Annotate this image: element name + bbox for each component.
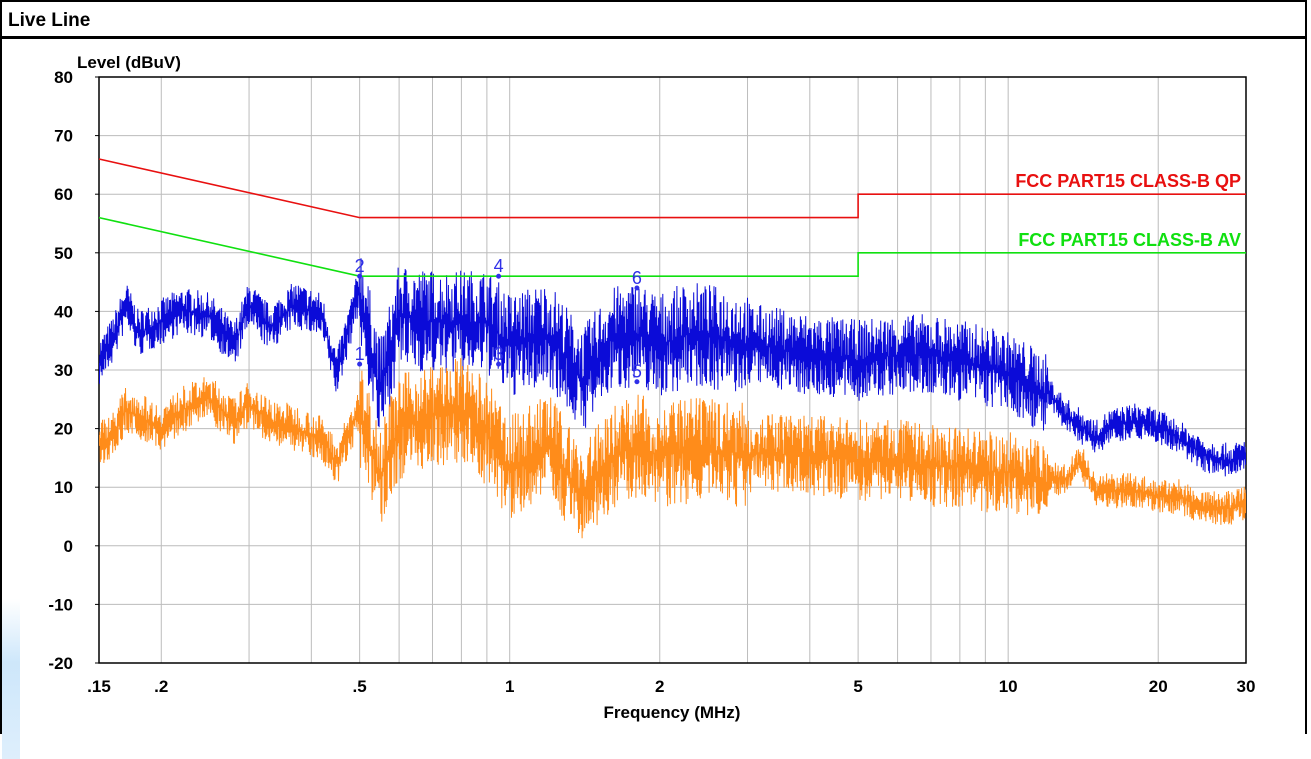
y-tick-label: 0	[64, 537, 73, 556]
y-tick-label: 10	[54, 478, 73, 497]
marker-label: 2	[355, 256, 365, 276]
y-tick-label: -10	[48, 595, 73, 614]
marker-label: 5	[632, 362, 642, 382]
x-tick-label: 5	[853, 677, 862, 696]
y-tick-label: 60	[54, 185, 73, 204]
x-tick-label: 1	[505, 677, 514, 696]
peak-trace	[99, 258, 1246, 477]
limit-lines: FCC PART15 CLASS-B QP FCC PART15 CLASS-B …	[98, 158, 1246, 277]
marker-point	[496, 273, 502, 279]
y-tick-label: -20	[48, 654, 73, 673]
y-tick-label: 80	[54, 68, 73, 87]
x-tick-label: 30	[1237, 677, 1256, 696]
qp-limit-line	[98, 158, 1246, 219]
y-tick-label: 70	[54, 127, 73, 146]
y-tick-label: 50	[54, 244, 73, 263]
window-title: Live Line	[8, 10, 91, 31]
qp-limit-label: FCC PART15 CLASS-B QP	[1015, 171, 1241, 191]
background-decoration	[2, 599, 20, 759]
av-limit-label: FCC PART15 CLASS-B AV	[1018, 230, 1241, 250]
marker-point	[496, 361, 502, 367]
marker-label: 4	[494, 256, 504, 276]
y-tick-label: 20	[54, 420, 73, 439]
axis-ticks: 80 70 60 50 40 30 20 10 0 -10 -20 .15 .2 .5 1 2 5 10 20 30	[48, 68, 1255, 696]
av-limit-line	[98, 216, 1246, 277]
marker-label: 6	[632, 268, 642, 288]
window-title-bar: Live Line	[0, 0, 1307, 39]
marker-label: 3	[494, 344, 504, 364]
x-tick-label: 10	[999, 677, 1018, 696]
average-trace	[99, 358, 1246, 539]
y-axis-label: Level (dBuV)	[77, 53, 181, 72]
marker-label: 1	[355, 344, 365, 364]
x-tick-label: .5	[353, 677, 367, 696]
x-axis-label: Frequency (MHz)	[604, 703, 741, 722]
x-tick-label: 20	[1149, 677, 1168, 696]
marker-point	[357, 273, 363, 279]
marker-point	[357, 361, 363, 367]
marker-point	[634, 379, 640, 385]
x-tick-label: 2	[655, 677, 664, 696]
emission-chart: FCC PART15 CLASS-B QP FCC PART15 CLASS-B …	[48, 53, 1255, 722]
y-tick-label: 30	[54, 361, 73, 380]
x-tick-label: .15	[87, 677, 111, 696]
marker-point	[634, 285, 640, 291]
chart-frame	[0, 39, 1307, 759]
x-tick-label: .2	[154, 677, 168, 696]
y-tick-label: 40	[54, 302, 73, 321]
trace-layer	[99, 258, 1246, 539]
marker-layer: 1 2 3 4 5 6	[355, 256, 642, 385]
